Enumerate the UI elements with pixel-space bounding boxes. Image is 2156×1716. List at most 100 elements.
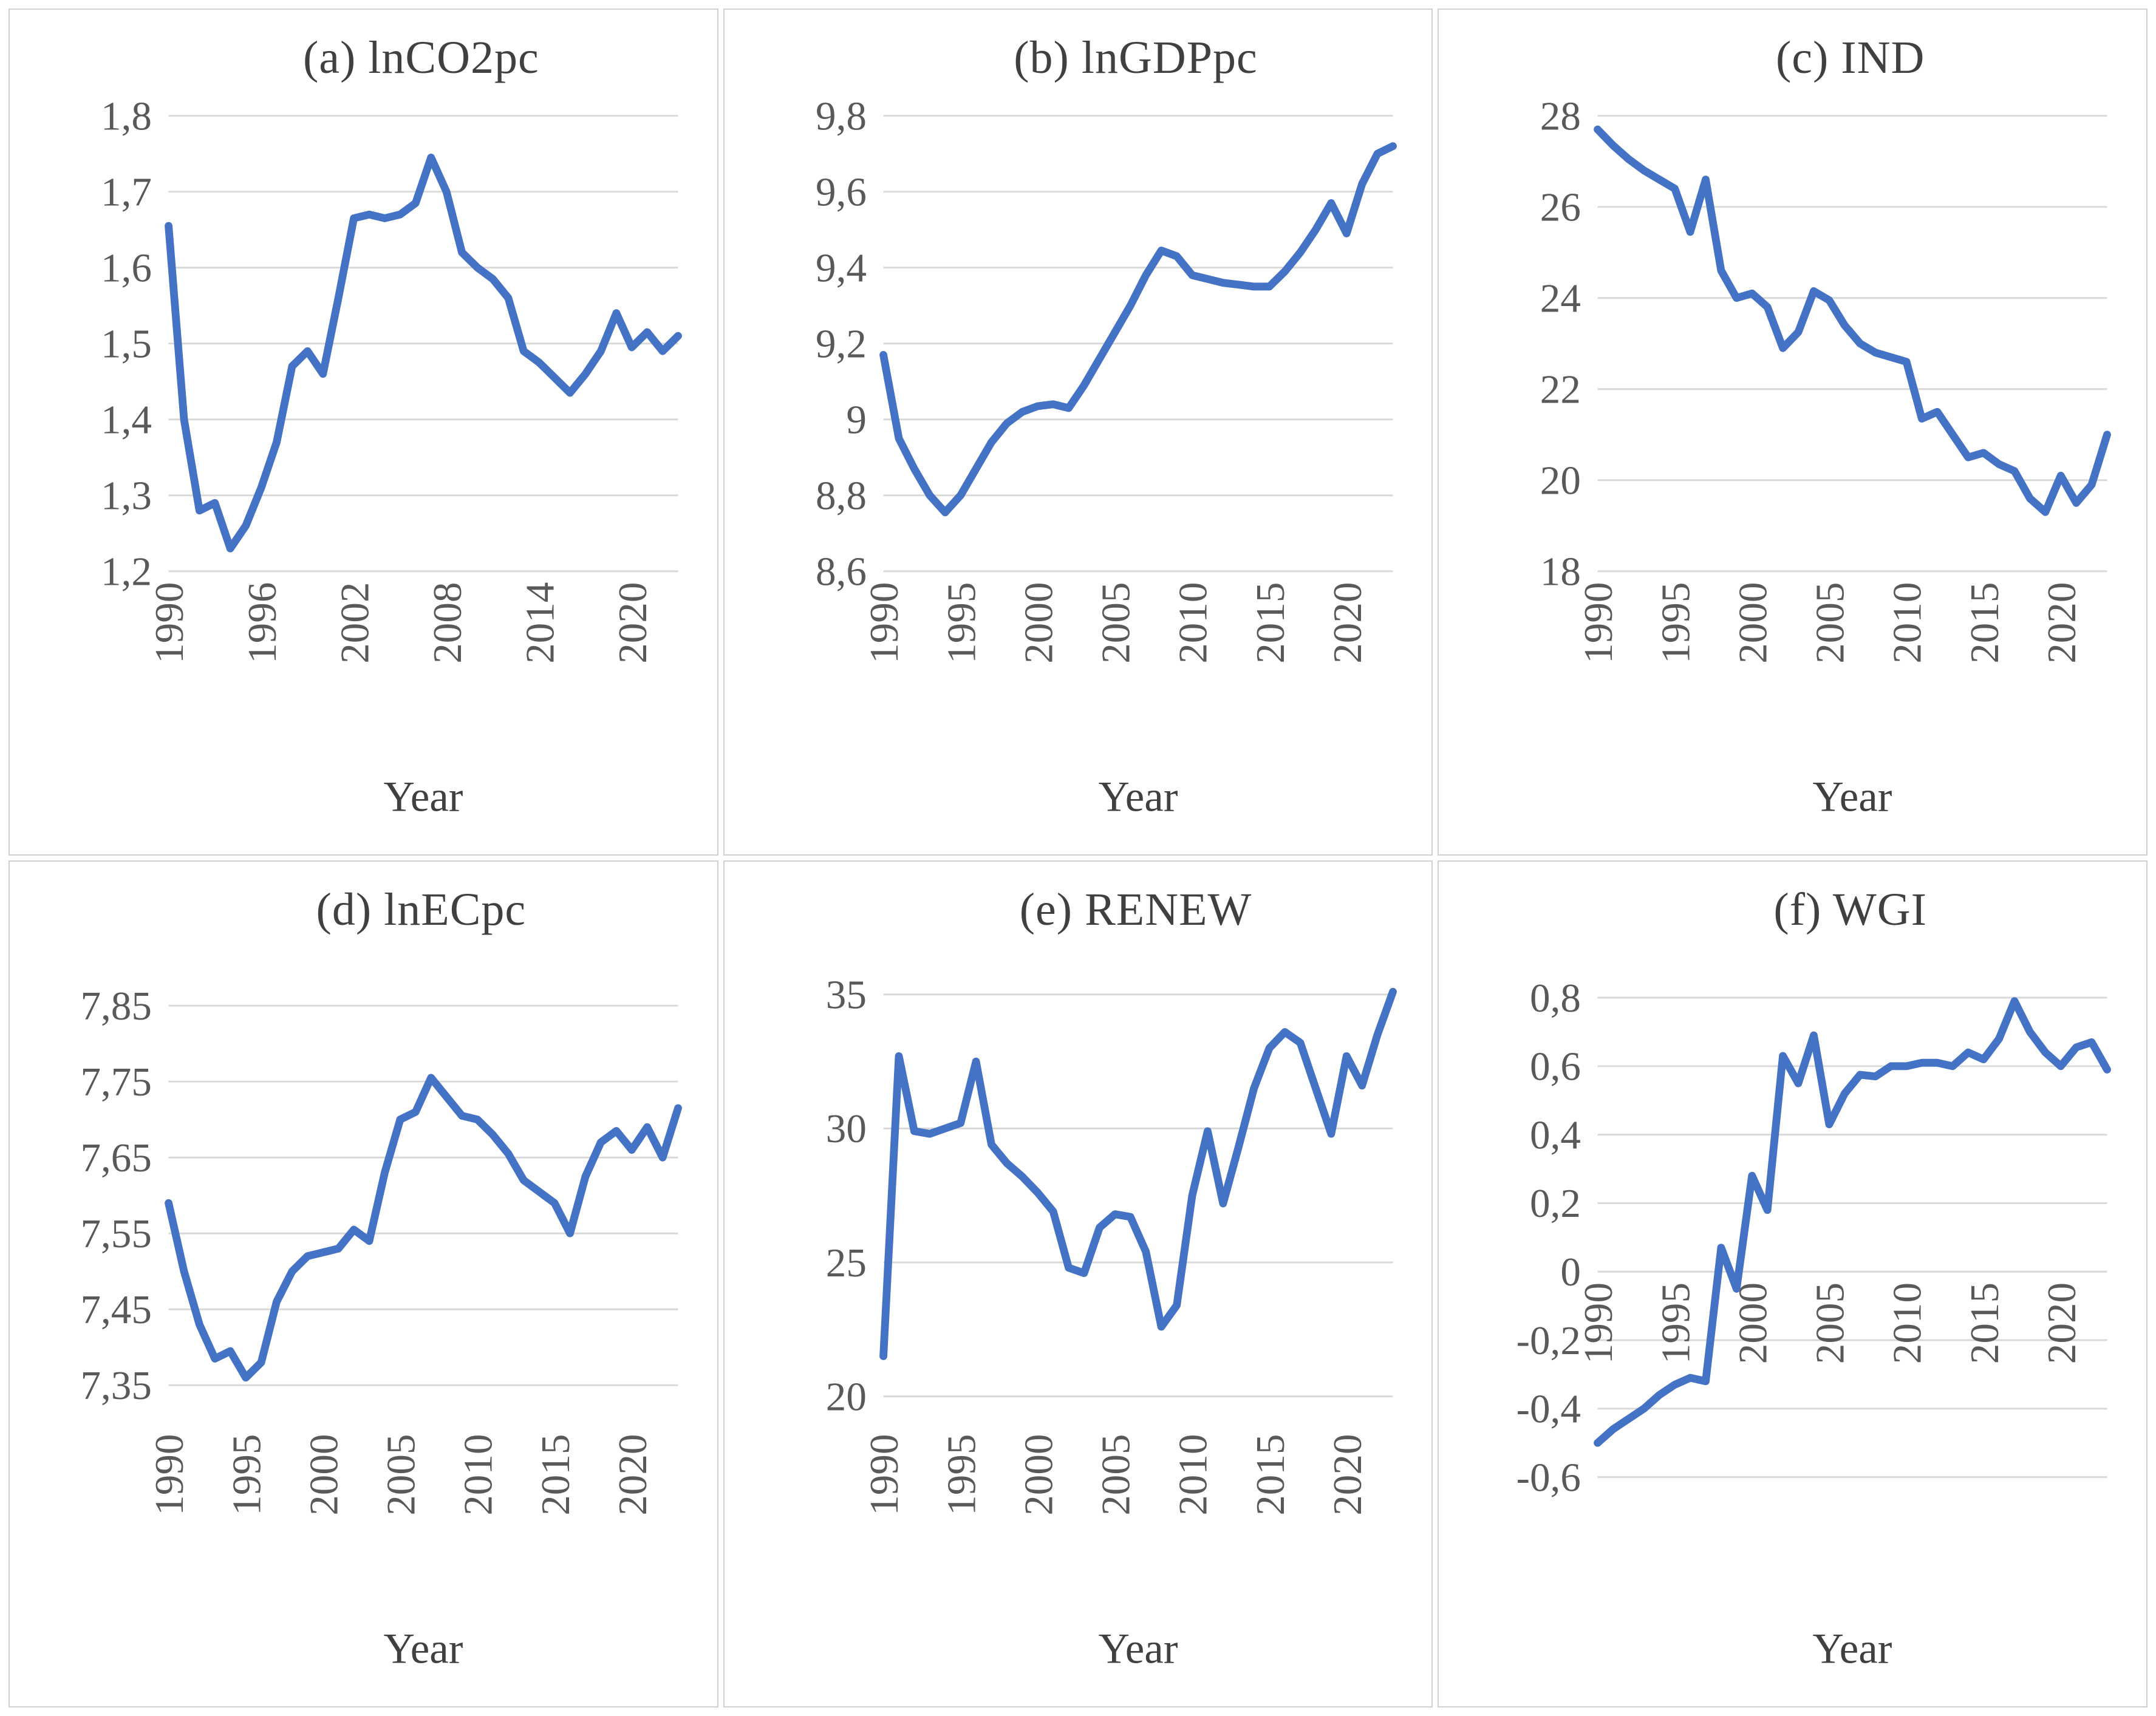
svg-text:2014: 2014: [517, 582, 562, 664]
svg-text:7,45: 7,45: [80, 1287, 151, 1332]
svg-text:2010: 2010: [455, 1434, 501, 1516]
svg-text:1990: 1990: [1576, 1282, 1622, 1364]
svg-text:Year: Year: [1813, 1626, 1892, 1673]
svg-text:7,65: 7,65: [80, 1135, 151, 1180]
chart-panel-a-lnco2pc: (a) lnCO2pc 1,2 1,3 1,4 1,5 1,6 1,7 1,8 1990 199…: [9, 9, 718, 856]
svg-text:1,3: 1,3: [101, 473, 152, 519]
svg-text:2005: 2005: [378, 1434, 424, 1516]
svg-text:1,8: 1,8: [101, 93, 152, 138]
svg-text:1990: 1990: [146, 582, 192, 664]
chart-title-c: (c) IND: [1775, 32, 1925, 83]
chart-title-a: (a) lnCO2pc: [302, 32, 539, 83]
svg-text:-0,2: -0,2: [1516, 1318, 1581, 1363]
chart-title-f: (f) WGI: [1773, 884, 1927, 935]
svg-text:20: 20: [1540, 458, 1581, 503]
svg-text:20: 20: [825, 1374, 866, 1419]
svg-text:2015: 2015: [1962, 1282, 2007, 1364]
line-chart-canvas-e: 20 25 30 35 1990 1995 2000 2005 2010 2015 2020 Year: [825, 972, 1397, 1673]
svg-text:2020: 2020: [1325, 1434, 1370, 1516]
svg-text:2020: 2020: [2039, 1282, 2084, 1364]
svg-text:0,2: 0,2: [1530, 1180, 1581, 1226]
chart-title-b: (b) lnGDPpc: [1014, 32, 1258, 83]
svg-text:22: 22: [1540, 367, 1581, 412]
svg-text:2020: 2020: [1325, 582, 1370, 664]
svg-text:2010: 2010: [1170, 1434, 1215, 1516]
svg-text:1,5: 1,5: [101, 321, 152, 367]
svg-text:1990: 1990: [861, 1434, 907, 1516]
line-chart-canvas-d: 7,35 7,45 7,55 7,65 7,75 7,85 1990 1995 2000 2005…: [80, 983, 682, 1673]
chart-panel-c-ind: (c) IND 18 20 22 24 26 28 1990 1995 2000 2005 2010…: [1438, 9, 2147, 856]
svg-text:2005: 2005: [1807, 1282, 1853, 1364]
line-chart-canvas-a: 1,2 1,3 1,4 1,5 1,6 1,7 1,8 1990 1996 2002 2008 201…: [101, 93, 682, 821]
svg-text:2015: 2015: [533, 1434, 578, 1516]
svg-text:8,8: 8,8: [816, 473, 867, 519]
line-chart-canvas-f: -0,6 -0,4 -0,2 0 0,2 0,4 0,6 0,8 1990 1995 2000 200…: [1516, 975, 2112, 1673]
svg-text:2000: 2000: [1730, 1282, 1776, 1364]
svg-text:1995: 1995: [938, 582, 984, 664]
chart-panel-f-wgi: (f) WGI -0,6 -0,4 -0,2 0 0,2 0,4 0,6 0,8 1990 199…: [1438, 860, 2147, 1707]
svg-text:1990: 1990: [861, 582, 907, 664]
svg-text:24: 24: [1540, 276, 1581, 321]
svg-text:9,6: 9,6: [816, 169, 867, 215]
svg-text:2010: 2010: [1170, 582, 1215, 664]
svg-text:0,4: 0,4: [1530, 1112, 1581, 1157]
svg-text:0: 0: [1561, 1249, 1581, 1295]
svg-text:2000: 2000: [301, 1434, 346, 1516]
line-chart-canvas-b: 8,6 8,8 9 9,2 9,4 9,6 9,8 1990 1995 2000 2005 2010 2…: [816, 93, 1397, 821]
svg-text:1996: 1996: [239, 582, 285, 664]
svg-text:1,2: 1,2: [101, 549, 152, 594]
svg-text:1,7: 1,7: [101, 169, 152, 215]
svg-text:2000: 2000: [1015, 1434, 1061, 1516]
svg-text:1,6: 1,6: [101, 245, 152, 291]
svg-text:Year: Year: [1098, 774, 1178, 821]
svg-text:2000: 2000: [1015, 582, 1061, 664]
chart-title-e: (e) RENEW: [1019, 884, 1252, 935]
svg-text:2000: 2000: [1730, 582, 1776, 664]
svg-text:2020: 2020: [610, 1434, 655, 1516]
svg-text:18: 18: [1540, 549, 1581, 594]
svg-text:1995: 1995: [1653, 582, 1699, 664]
svg-text:-0,6: -0,6: [1516, 1454, 1581, 1500]
svg-text:0,8: 0,8: [1530, 975, 1581, 1021]
svg-text:1990: 1990: [146, 1434, 192, 1516]
svg-text:1995: 1995: [223, 1434, 269, 1516]
svg-text:0,6: 0,6: [1530, 1044, 1581, 1089]
svg-text:2005: 2005: [1093, 582, 1138, 664]
svg-text:-0,4: -0,4: [1516, 1386, 1581, 1432]
svg-text:2010: 2010: [1885, 582, 1930, 664]
svg-text:2015: 2015: [1247, 1434, 1292, 1516]
svg-text:Year: Year: [384, 1626, 463, 1673]
svg-text:2020: 2020: [610, 582, 655, 664]
chart-panel-e-renew: (e) RENEW 20 25 30 35 1990 1995 2000 2005 2010 20…: [723, 860, 1433, 1707]
svg-text:2005: 2005: [1807, 582, 1853, 664]
svg-text:26: 26: [1540, 185, 1581, 230]
svg-text:1990: 1990: [1576, 582, 1622, 664]
svg-text:25: 25: [825, 1240, 866, 1285]
chart-title-d: (d) lnECpc: [316, 884, 527, 935]
svg-text:Year: Year: [1098, 1626, 1178, 1673]
svg-text:2010: 2010: [1885, 1282, 1930, 1364]
svg-text:Year: Year: [1813, 774, 1892, 821]
svg-text:2002: 2002: [332, 582, 377, 664]
svg-text:9,8: 9,8: [816, 93, 867, 138]
svg-text:7,75: 7,75: [80, 1059, 151, 1105]
svg-text:9,4: 9,4: [816, 245, 867, 291]
svg-text:7,35: 7,35: [80, 1363, 151, 1408]
svg-text:2015: 2015: [1247, 582, 1292, 664]
svg-text:35: 35: [825, 972, 866, 1018]
svg-text:1,4: 1,4: [101, 397, 152, 443]
svg-text:Year: Year: [384, 774, 463, 821]
svg-text:1995: 1995: [938, 1434, 984, 1516]
svg-text:28: 28: [1540, 93, 1581, 138]
svg-text:8,6: 8,6: [816, 549, 867, 594]
chart-panel-d-lnecpc: (d) lnECpc 7,35 7,45 7,55 7,65 7,75 7,85 1990 1…: [9, 860, 718, 1707]
svg-text:2020: 2020: [2039, 582, 2084, 664]
line-chart-canvas-c: 18 20 22 24 26 28 1990 1995 2000 2005 2010 2015 2020…: [1540, 93, 2112, 821]
svg-text:7,55: 7,55: [80, 1211, 151, 1256]
svg-text:1995: 1995: [1653, 1282, 1699, 1364]
svg-text:2005: 2005: [1093, 1434, 1138, 1516]
chart-panel-b-lngdppc: (b) lnGDPpc 8,6 8,8 9 9,2 9,4 9,6 9,8 1990 1995 2…: [723, 9, 1433, 856]
svg-text:9: 9: [846, 397, 867, 443]
svg-text:7,85: 7,85: [80, 983, 151, 1029]
